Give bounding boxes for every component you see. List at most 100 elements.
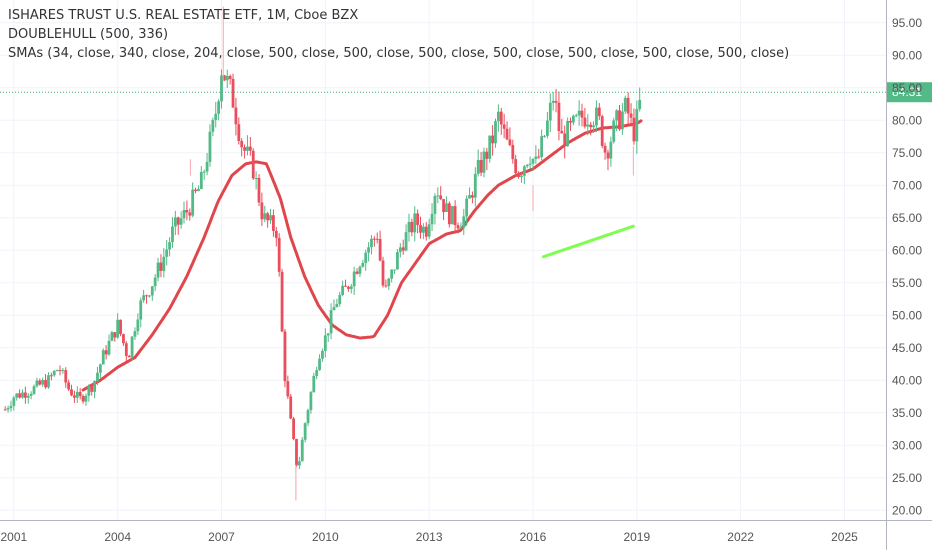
candle-body bbox=[514, 159, 518, 174]
candle-body bbox=[534, 156, 538, 160]
candle-body bbox=[537, 156, 541, 158]
candle-body bbox=[185, 209, 189, 213]
candle-body bbox=[93, 381, 96, 392]
candle-body bbox=[473, 173, 477, 198]
x-tick-label: 2019 bbox=[623, 530, 650, 544]
candle-body bbox=[615, 110, 619, 121]
candle-body bbox=[96, 372, 99, 382]
indicator-smas-label[interactable]: SMAs (34, close, 340, close, 204, close,… bbox=[8, 46, 790, 61]
candle-body bbox=[375, 238, 379, 240]
candle-body bbox=[609, 141, 613, 159]
candle-body bbox=[482, 151, 486, 173]
candle-body bbox=[168, 242, 171, 250]
candle-body bbox=[355, 271, 359, 274]
candle-body bbox=[228, 75, 232, 79]
symbol-title[interactable]: ISHARES TRUST U.S. REAL ESTATE ETF, 1M, … bbox=[8, 8, 359, 23]
candle-body bbox=[81, 396, 85, 402]
y-tick-label: 20.00 bbox=[892, 503, 922, 517]
candle-body bbox=[3, 409, 7, 411]
candle-body bbox=[159, 262, 163, 271]
candle-body bbox=[234, 107, 238, 125]
candle-body bbox=[626, 97, 630, 114]
candle-body bbox=[75, 391, 79, 398]
candle-body bbox=[508, 139, 512, 146]
candle-body bbox=[217, 101, 221, 114]
candle-body bbox=[306, 410, 310, 424]
candle-body bbox=[153, 277, 157, 287]
last-price-badge bbox=[887, 82, 932, 103]
candle-body bbox=[471, 195, 474, 198]
candle-body bbox=[577, 110, 581, 116]
candle-body bbox=[12, 397, 16, 406]
candle-body bbox=[398, 247, 402, 253]
candle-body bbox=[222, 75, 226, 81]
candle-body bbox=[116, 319, 120, 338]
candle-body bbox=[47, 375, 50, 388]
candle-body bbox=[243, 147, 246, 151]
candle-body bbox=[107, 340, 111, 355]
candle-body bbox=[225, 75, 229, 81]
candle-body bbox=[372, 238, 376, 240]
y-tick-label: 75.00 bbox=[892, 146, 922, 160]
candle-body bbox=[211, 119, 215, 132]
candle-body bbox=[84, 395, 88, 402]
candle-body bbox=[208, 131, 212, 162]
candle-body bbox=[557, 102, 561, 132]
candle-body bbox=[522, 166, 526, 176]
x-tick-label: 2004 bbox=[104, 530, 131, 544]
candle-body bbox=[113, 332, 117, 338]
candle-body bbox=[387, 278, 391, 286]
indicator-doublehull-label[interactable]: DOUBLEHULL (500, 336) bbox=[8, 27, 169, 42]
candle-body bbox=[156, 262, 160, 278]
candle-body bbox=[32, 386, 36, 394]
candle-body bbox=[476, 160, 480, 174]
y-tick-label: 95.00 bbox=[892, 16, 922, 30]
candle-body bbox=[436, 195, 440, 197]
candle-body bbox=[612, 120, 616, 142]
y-tick-label: 40.00 bbox=[892, 373, 922, 387]
candle-body bbox=[289, 396, 293, 419]
candle-body bbox=[505, 128, 509, 140]
candle-body bbox=[456, 225, 460, 229]
candle-body bbox=[597, 107, 601, 117]
candle-body bbox=[571, 115, 575, 123]
candle-body bbox=[21, 392, 24, 398]
candle-body bbox=[462, 216, 466, 228]
candle-body bbox=[6, 408, 10, 410]
candle-body bbox=[496, 111, 500, 122]
candle-body bbox=[531, 159, 535, 164]
candle-body bbox=[205, 161, 209, 172]
candle-body bbox=[133, 331, 137, 337]
x-tick-label: 2016 bbox=[520, 530, 547, 544]
candle-body bbox=[620, 111, 624, 130]
candle-body bbox=[165, 249, 169, 257]
candle-body bbox=[488, 135, 492, 159]
candle-body bbox=[240, 140, 244, 148]
candle-body bbox=[430, 213, 434, 225]
candle-body bbox=[147, 295, 151, 297]
candle-body bbox=[419, 224, 422, 233]
candle-body bbox=[638, 99, 642, 110]
candle-body bbox=[98, 364, 102, 373]
candle-body bbox=[396, 252, 399, 270]
y-tick-label: 25.00 bbox=[892, 471, 922, 485]
candle-body bbox=[546, 120, 549, 136]
candle-body bbox=[335, 304, 339, 308]
y-tick-label: 55.00 bbox=[892, 276, 922, 290]
candle-body bbox=[569, 120, 572, 123]
candle-body bbox=[176, 217, 180, 225]
candle-body bbox=[139, 300, 143, 320]
candle-body bbox=[603, 145, 607, 153]
candle-body bbox=[251, 150, 255, 179]
candle-body bbox=[358, 266, 362, 274]
candle-body bbox=[303, 423, 307, 440]
candle-body bbox=[378, 238, 382, 261]
candle-body bbox=[277, 237, 281, 272]
candle-body bbox=[58, 370, 62, 372]
candle-body bbox=[540, 136, 544, 158]
candle-body bbox=[52, 370, 56, 376]
candle-body bbox=[364, 252, 368, 263]
candle-body bbox=[586, 124, 590, 127]
